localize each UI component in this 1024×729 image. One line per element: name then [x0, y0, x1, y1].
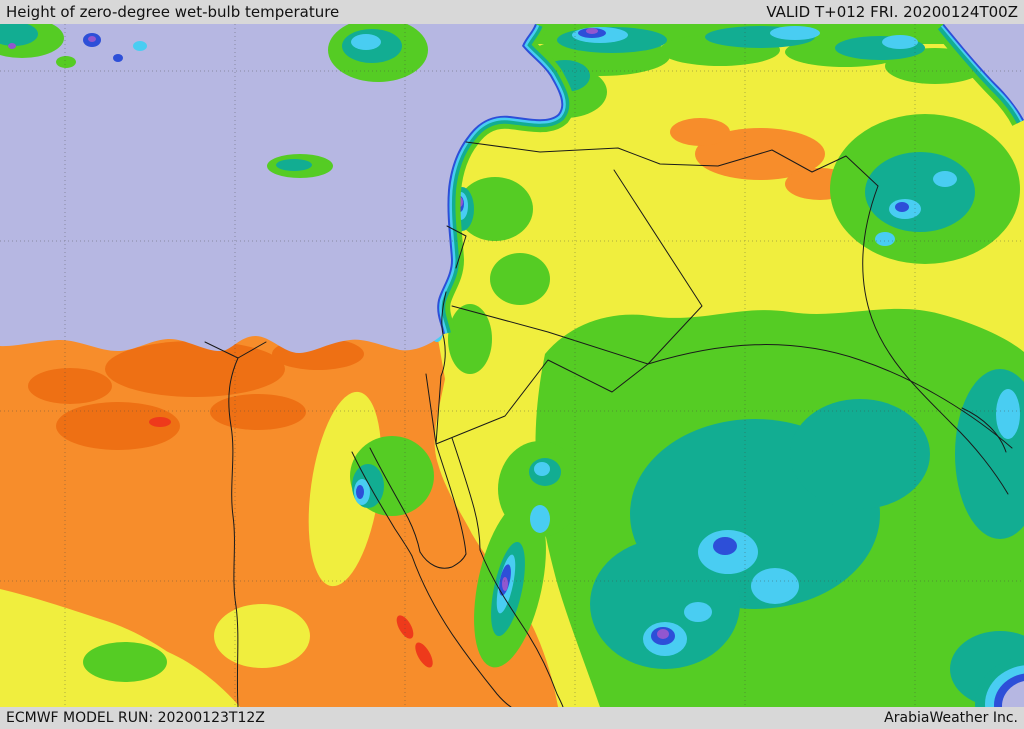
- footer-bar: ECMWF MODEL RUN: 20200123T12Z ArabiaWeat…: [0, 707, 1024, 729]
- header-bar: Height of zero-degree wet-bulb temperatu…: [0, 0, 1024, 24]
- border-jordan-saudi: [435, 359, 649, 445]
- persian-gulf: [1002, 680, 1024, 707]
- border-lebanon: [446, 225, 467, 269]
- coast-aqaba-east: [451, 437, 481, 551]
- layer-sea: [0, 24, 1024, 354]
- border-iran-iraq: [862, 185, 1009, 495]
- border-israel-egypt: [425, 373, 437, 445]
- coast-sinai-tip: [419, 551, 467, 569]
- border-jordan-valley: [435, 291, 447, 445]
- border-syria-jordan: [451, 305, 649, 365]
- border-syria-iraq: [613, 169, 703, 365]
- caspian-corner: [944, 24, 1024, 120]
- coast-redsea-east: [479, 549, 564, 707]
- islands-purple: [8, 36, 96, 49]
- nile-delta: [204, 341, 267, 359]
- coast-redsea-west: [411, 555, 512, 707]
- mediterranean-sea: [0, 24, 562, 354]
- credit-label: ArabiaWeather Inc.: [884, 710, 1018, 726]
- model-run-label: ECMWF MODEL RUN: 20200123T12Z: [6, 710, 265, 726]
- border-kuwait: [961, 407, 1007, 453]
- layer-graticule: [0, 24, 1024, 707]
- valid-time-label: VALID T+012 FRI. 20200124T00Z: [766, 3, 1018, 21]
- border-saudi-iraq: [647, 344, 1013, 449]
- map-area: [0, 24, 1024, 707]
- coast-aqaba-west: [435, 443, 467, 555]
- islands-cyan: [133, 34, 381, 51]
- layer-borders: [204, 141, 1013, 707]
- border-turkey: [465, 141, 879, 187]
- map-title: Height of zero-degree wet-bulb temperatu…: [6, 3, 340, 21]
- layer-red-spots: [149, 417, 433, 668]
- coast-suez-east: [369, 447, 421, 553]
- map-svg: [0, 24, 1024, 707]
- nile-river: [228, 357, 239, 707]
- coast-suez-west: [351, 451, 413, 557]
